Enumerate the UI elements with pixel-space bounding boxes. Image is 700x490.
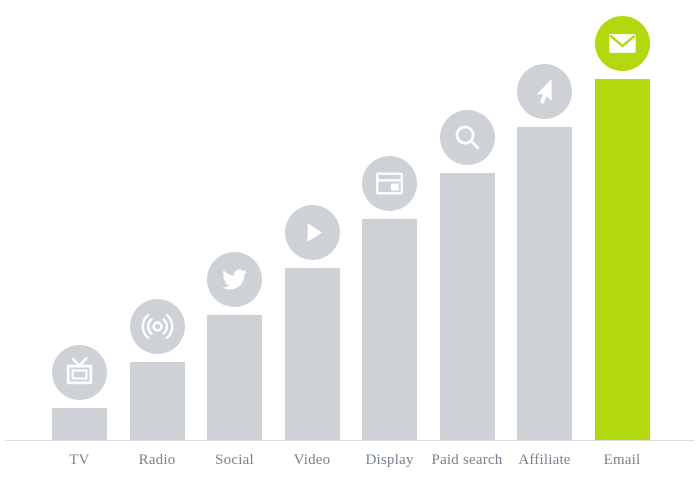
- cursor-arrow-icon: [517, 64, 572, 119]
- bar-radio: [129, 362, 185, 440]
- browser-window-icon: [362, 156, 417, 211]
- radio-broadcast-icon: [129, 299, 185, 354]
- play-icon: [284, 205, 340, 260]
- category-label-video: Video: [293, 452, 331, 468]
- twitter-bird-icon: [207, 252, 262, 307]
- category-label-radio: Radio: [138, 452, 176, 468]
- bar-affiliate: [517, 127, 572, 440]
- category-label-display: Display: [365, 452, 414, 468]
- bar-social: [207, 315, 262, 440]
- bar-email: [594, 79, 650, 440]
- tv-icon: [52, 345, 107, 400]
- bar-video: [284, 268, 340, 440]
- x-axis-line: [5, 440, 694, 441]
- bar-tv: [52, 408, 107, 440]
- bar-display: [362, 219, 417, 440]
- category-label-affiliate: Affiliate: [518, 452, 571, 468]
- magnifier-icon: [439, 110, 495, 165]
- category-label-tv: TV: [69, 452, 90, 468]
- category-label-paid-search: Paid search: [431, 452, 503, 468]
- envelope-icon: [594, 16, 650, 71]
- bar-paid-search: [439, 173, 495, 440]
- category-label-email: Email: [603, 452, 641, 468]
- category-label-social: Social: [215, 452, 254, 468]
